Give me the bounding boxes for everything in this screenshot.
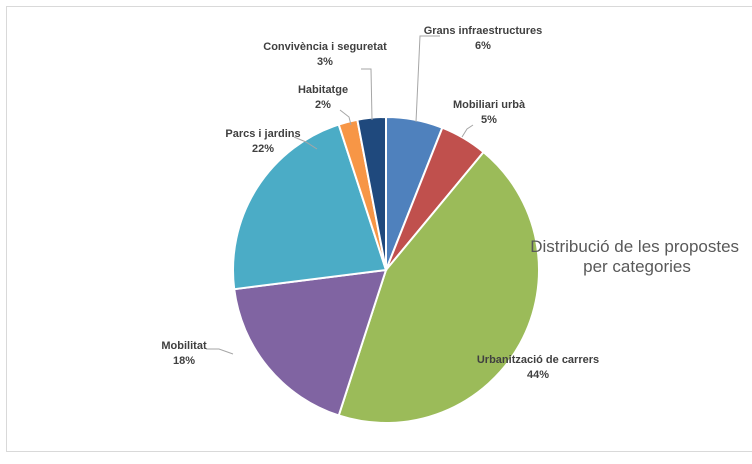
data-label-name-grans-infraestructures: Grans infraestructures <box>424 25 543 37</box>
data-label-name-mobiliari-urba: Mobiliari urbà <box>453 99 526 111</box>
labels-layer: Grans infraestructures 6% Mobiliari urbà 5%… <box>161 25 599 381</box>
pie-slice-urbanitzacio-de-carrers <box>337 150 540 424</box>
data-label-name-parcs-i-jardins: Parcs i jardins <box>225 128 300 140</box>
data-label-percent-mobilitat: 18% <box>173 355 195 367</box>
leader-line-habitatge <box>339 109 352 126</box>
data-label-name-habitatge: Habitatge <box>298 84 348 96</box>
chart-title-line-1: Distribució de les propostes <box>530 237 739 256</box>
data-label-name-convivencia-i-seguretat: Convivència i seguretat <box>263 41 387 53</box>
pie-slice-mobilitat <box>233 268 388 417</box>
leader-line-mobilitat <box>206 348 234 355</box>
pie-slice-parcs-i-jardins <box>232 123 388 291</box>
leader-line-mobiliari-urba <box>461 124 474 138</box>
leader-line-grans-infraestructures <box>415 35 440 123</box>
data-label-percent-habitatge: 2% <box>315 99 331 111</box>
chart-frame: Grans infraestructures 6% Mobiliari urbà 5%… <box>6 6 752 452</box>
data-label-percent-grans-infraestructures: 6% <box>475 40 491 52</box>
data-label-percent-parcs-i-jardins: 22% <box>252 143 274 155</box>
leader-line-parcs-i-jardins <box>293 136 318 150</box>
data-label-percent-mobiliari-urba: 5% <box>481 114 497 126</box>
data-label-name-urbanitzacio-de-carrers: Urbanització de carrers <box>477 354 599 366</box>
data-label-percent-convivencia-i-seguretat: 3% <box>317 56 333 68</box>
chart-title-line-2: per categories <box>583 257 691 276</box>
data-label-percent-urbanitzacio-de-carrers: 44% <box>527 369 549 381</box>
slices-layer <box>232 115 540 424</box>
pie-chart: Grans infraestructures 6% Mobiliari urbà 5%… <box>161 25 744 424</box>
chart-title: Distribució de les propostes per categor… <box>530 237 744 276</box>
data-label-name-mobilitat: Mobilitat <box>161 340 207 352</box>
leader-line-convivencia-i-seguretat <box>361 68 373 121</box>
leader-lines-layer <box>206 35 474 355</box>
